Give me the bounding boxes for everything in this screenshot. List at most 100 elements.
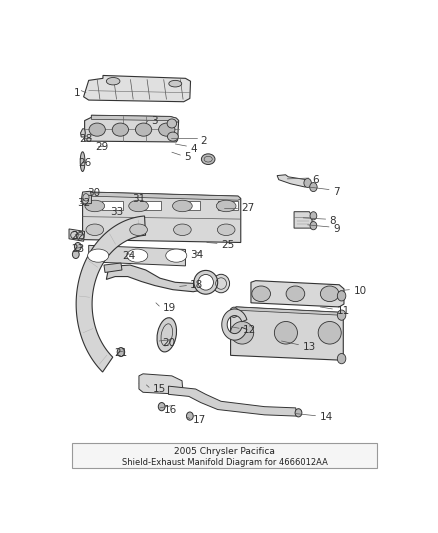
Ellipse shape (167, 132, 178, 141)
Ellipse shape (127, 249, 148, 262)
Text: 15: 15 (153, 384, 166, 394)
Text: 20: 20 (162, 338, 176, 348)
Text: Shield-Exhaust Manifold Diagram for 4666012AA: Shield-Exhaust Manifold Diagram for 4666… (121, 457, 328, 466)
Ellipse shape (187, 412, 193, 420)
Ellipse shape (230, 321, 254, 344)
Polygon shape (230, 307, 339, 315)
Ellipse shape (212, 274, 230, 293)
Polygon shape (106, 265, 205, 292)
Polygon shape (69, 229, 85, 241)
Text: 2: 2 (201, 136, 207, 146)
Ellipse shape (304, 179, 311, 188)
Polygon shape (81, 191, 92, 204)
Text: 33: 33 (110, 207, 123, 217)
Ellipse shape (80, 152, 85, 172)
Text: 17: 17 (193, 415, 206, 425)
Ellipse shape (217, 224, 235, 236)
Ellipse shape (320, 286, 339, 302)
Ellipse shape (158, 402, 165, 411)
Text: 21: 21 (114, 348, 127, 358)
Text: 10: 10 (353, 286, 367, 295)
Polygon shape (83, 192, 241, 243)
Text: 28: 28 (79, 134, 92, 144)
Polygon shape (169, 386, 297, 416)
Text: 2005 Chrysler Pacifica: 2005 Chrysler Pacifica (174, 447, 275, 456)
Ellipse shape (169, 80, 182, 87)
Ellipse shape (310, 183, 317, 191)
Text: 27: 27 (241, 204, 254, 213)
Polygon shape (107, 200, 239, 212)
Ellipse shape (252, 286, 271, 302)
Polygon shape (294, 212, 312, 228)
Polygon shape (85, 115, 179, 142)
Ellipse shape (318, 321, 341, 344)
Polygon shape (141, 201, 161, 211)
Text: 8: 8 (330, 216, 336, 226)
Ellipse shape (135, 123, 152, 136)
Text: 9: 9 (333, 224, 340, 234)
Polygon shape (277, 175, 309, 187)
Ellipse shape (129, 200, 148, 212)
Text: 19: 19 (162, 303, 176, 313)
Text: 5: 5 (184, 152, 191, 162)
Polygon shape (230, 307, 343, 360)
Text: 25: 25 (221, 239, 234, 249)
Ellipse shape (274, 321, 297, 344)
Text: 22: 22 (71, 230, 84, 240)
Polygon shape (222, 309, 247, 340)
Text: 24: 24 (123, 251, 136, 261)
Ellipse shape (194, 270, 218, 294)
Text: 18: 18 (190, 280, 203, 290)
Text: 34: 34 (191, 250, 204, 260)
Polygon shape (88, 245, 185, 266)
Ellipse shape (286, 286, 305, 302)
Text: 31: 31 (132, 193, 145, 204)
Ellipse shape (74, 243, 81, 251)
Polygon shape (92, 115, 179, 122)
Ellipse shape (216, 200, 236, 212)
Ellipse shape (201, 154, 215, 165)
Polygon shape (251, 281, 344, 307)
Ellipse shape (337, 353, 346, 364)
Polygon shape (218, 201, 238, 211)
Text: 16: 16 (163, 405, 177, 415)
Ellipse shape (86, 224, 104, 236)
Text: 14: 14 (320, 412, 333, 422)
Ellipse shape (106, 77, 120, 85)
Text: 12: 12 (243, 325, 256, 335)
Ellipse shape (112, 123, 128, 136)
Ellipse shape (310, 212, 317, 220)
Ellipse shape (89, 123, 105, 136)
Text: 3: 3 (152, 116, 158, 126)
Ellipse shape (130, 224, 148, 236)
Ellipse shape (173, 224, 191, 236)
Ellipse shape (88, 249, 109, 262)
Polygon shape (139, 374, 183, 394)
Text: 29: 29 (95, 142, 108, 152)
Ellipse shape (337, 310, 346, 320)
Text: 7: 7 (333, 187, 340, 197)
Text: 6: 6 (313, 175, 319, 185)
Polygon shape (81, 129, 85, 137)
Ellipse shape (173, 200, 192, 212)
Ellipse shape (157, 318, 177, 352)
Text: 13: 13 (303, 342, 316, 352)
Ellipse shape (198, 274, 213, 290)
Text: 30: 30 (87, 188, 100, 198)
FancyBboxPatch shape (72, 443, 377, 468)
Ellipse shape (310, 222, 317, 230)
Ellipse shape (295, 409, 302, 417)
Polygon shape (102, 201, 123, 211)
Text: 26: 26 (78, 158, 91, 168)
Ellipse shape (72, 251, 79, 259)
Text: 32: 32 (77, 198, 90, 208)
Text: 11: 11 (336, 306, 350, 316)
Polygon shape (84, 76, 191, 102)
Polygon shape (83, 192, 241, 200)
Polygon shape (76, 216, 145, 372)
Ellipse shape (85, 200, 105, 212)
Text: 1: 1 (74, 88, 80, 98)
Ellipse shape (230, 307, 238, 317)
Polygon shape (179, 201, 200, 211)
Ellipse shape (117, 348, 125, 357)
